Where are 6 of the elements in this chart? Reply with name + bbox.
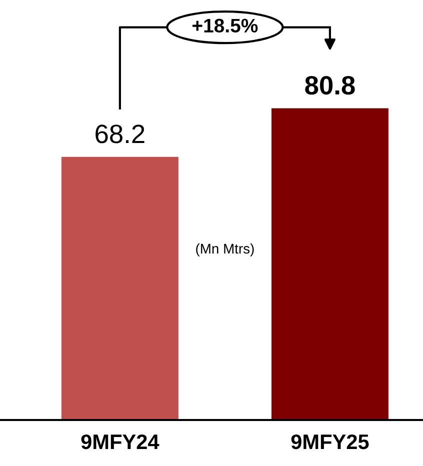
x-tick-label: 9MFY25 [291, 434, 369, 450]
data-label: 68.2 [96, 124, 144, 144]
text: +18.5% [192, 18, 258, 33]
annotation: (Mn Mtrs) [196, 243, 254, 256]
x-tick-label: 9MFY24 [81, 434, 160, 450]
data-label: 80.8 [305, 76, 355, 95]
